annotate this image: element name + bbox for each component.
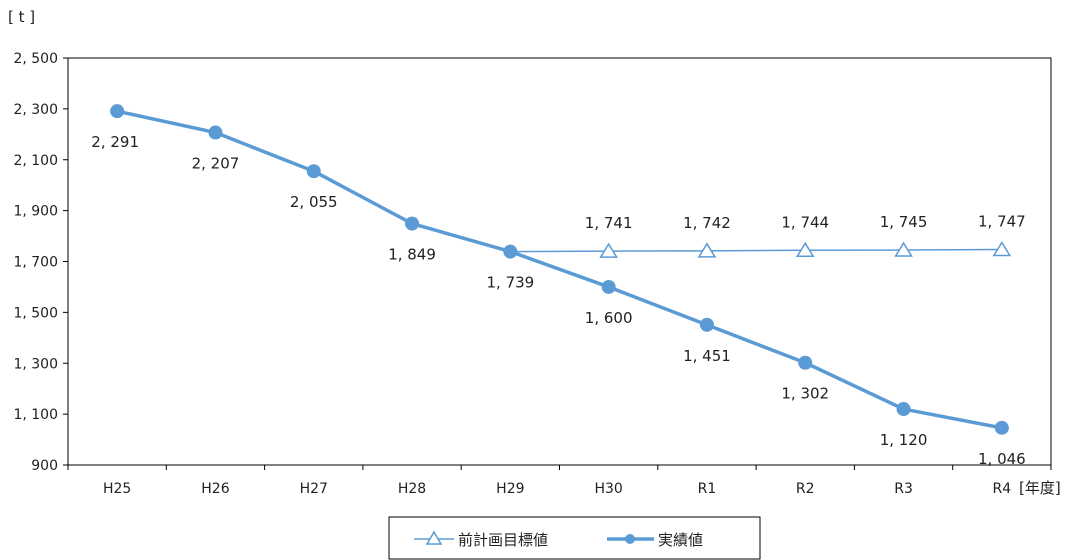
legend-label-target: 前計画目標値 [458,531,548,549]
actual-point [503,244,518,259]
target-data-label: 1, 745 [880,213,928,231]
actual-data-label: 1, 849 [388,246,436,264]
target-data-label: 1, 741 [585,214,633,232]
y-tick-label: 1, 900 [13,204,58,220]
x-axis-unit: [年度] [1019,479,1061,497]
target-point [992,241,1012,257]
actual-point [601,279,616,294]
actual-point [896,402,911,417]
actual-data-label: 1, 302 [781,385,829,403]
x-tick-label: R1 [698,481,717,497]
actual-data-label: 1, 739 [486,274,534,292]
x-tick-label: H25 [103,481,131,497]
target-point [599,242,618,258]
actual-point [208,125,223,140]
actual-point [306,164,321,179]
target-point [697,242,717,258]
x-tick-label: R3 [894,481,913,497]
target-data-label: 1, 742 [683,214,731,232]
y-tick-label: 1, 100 [13,407,58,423]
y-axis: 900 1, 100 1, 300 1, 500 1, 700 1, 900 2, 100 2… [13,51,68,474]
actual-point [405,216,420,231]
actual-data-label: 1, 600 [585,309,633,327]
actual-data-label: 2, 055 [290,193,338,211]
series-target-line [510,248,1002,253]
legend-circle-marker [625,534,635,544]
actual-data-label: 1, 120 [880,431,928,449]
target-point [894,241,913,257]
legend: 前計画目標値 実績値 [388,516,761,560]
y-tick-label: 1, 300 [13,356,58,372]
actual-data-label: 2, 207 [192,155,240,173]
x-tick-label: R4 [993,481,1012,497]
actual-data-label: 1, 046 [978,450,1026,468]
series-layer: 1, 741 1, 742 1, 744 1, 745 1, 747 2, 291 2, 2… [91,104,1026,468]
series-actual-line [116,109,1003,430]
actual-point [110,104,125,119]
x-tick-label: H29 [496,481,524,497]
target-point [795,241,815,258]
actual-point [994,420,1009,435]
actual-point [798,355,813,370]
y-tick-label: 2, 500 [13,51,58,67]
y-axis-unit: [ t ] [8,8,35,26]
legend-box [388,516,761,560]
x-tick-label: H26 [201,481,229,497]
legend-triangle-marker [425,530,443,545]
legend-label-actual: 実績値 [658,531,703,549]
y-tick-label: 2, 300 [13,102,58,118]
actual-data-label: 2, 291 [91,133,139,151]
x-tick-label: H28 [398,481,426,497]
y-tick-label: 1, 700 [13,255,58,271]
x-tick-label: R2 [796,481,815,497]
x-tick-label: H27 [300,481,328,497]
target-data-label: 1, 747 [978,213,1026,231]
target-data-label: 1, 744 [781,213,829,231]
y-tick-label: 900 [31,458,58,474]
actual-data-label: 1, 451 [683,347,731,365]
x-tick-label: H30 [594,481,622,497]
x-axis: H25 H26 H27 H28 H29 H30 R1 R2 R3 R4 [67,465,1052,497]
y-tick-label: 2, 100 [13,153,58,169]
actual-point [699,317,714,332]
y-tick-label: 1, 500 [13,305,58,321]
